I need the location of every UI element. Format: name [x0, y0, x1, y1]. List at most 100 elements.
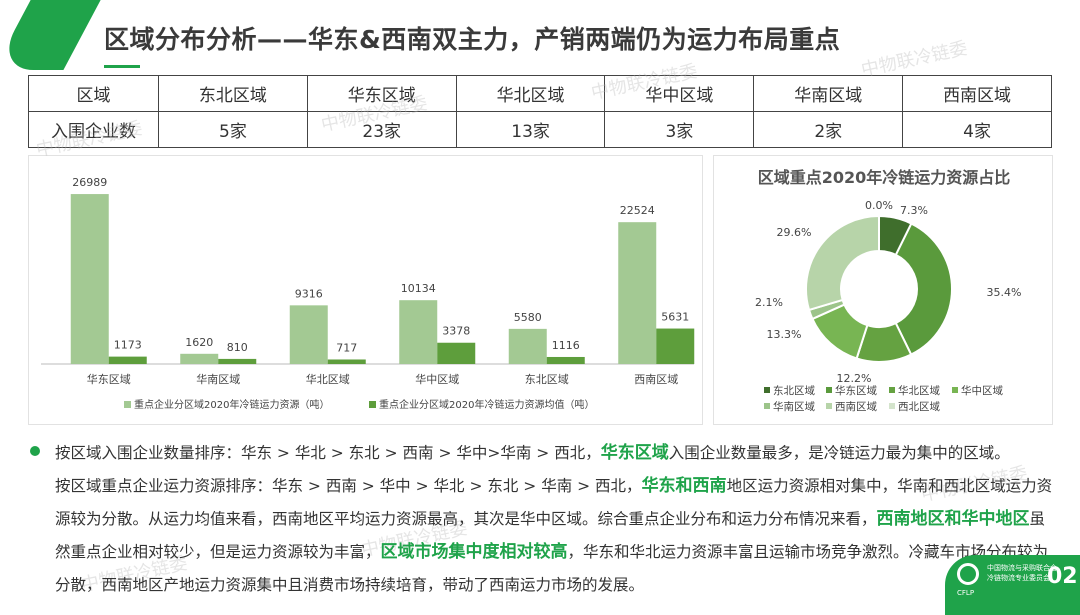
legend-label: 重点企业分区域2020年冷链运力资源（吨） — [134, 398, 329, 411]
table-cell: 华中区域 — [604, 75, 755, 112]
table-header-row: 区域 东北区域 华东区域 华北区域 华中区域 华南区域 西南区域 — [28, 75, 1052, 112]
data-label: 12.2% — [837, 372, 872, 385]
bar-1 — [327, 359, 366, 364]
table-cell: 华东区域 — [306, 75, 457, 112]
title-underline — [104, 65, 140, 68]
legend-label: 华东区域 — [835, 384, 877, 397]
data-label: 7.3% — [900, 204, 928, 217]
data-label: 10134 — [401, 282, 436, 295]
bar-1 — [656, 328, 695, 364]
table-cell: 东北区域 — [158, 75, 308, 112]
bar-0 — [289, 305, 328, 364]
region-enterprise-table: 区域 东北区域 华东区域 华北区域 华中区域 华南区域 西南区域 入围企业数 5… — [28, 75, 1052, 148]
highlight-text: 华东和西南 — [641, 476, 727, 496]
donut-slice — [805, 214, 880, 312]
data-label: 0.0% — [865, 199, 893, 212]
data-label: 9316 — [295, 287, 323, 300]
table-cell: 3家 — [604, 111, 755, 148]
legend-swatch — [124, 401, 131, 408]
chart-title: 区域重点2020年冷链运力资源占比 — [758, 168, 1011, 187]
bar-0 — [508, 328, 547, 364]
legend-label: 西北区域 — [898, 400, 940, 413]
logo-abbr: CFLP — [957, 589, 975, 597]
page-number: 02 — [1047, 564, 1078, 589]
table-cell: 入围企业数 — [28, 111, 159, 148]
table-cell: 华南区域 — [753, 75, 904, 112]
legend-label: 华北区域 — [898, 384, 940, 397]
data-label: 1173 — [114, 339, 142, 352]
body-text: 虽然重点企业相对较少，但是运力资源较为丰富， — [55, 510, 1046, 561]
legend-label: 东北区域 — [773, 384, 815, 397]
data-label: 22524 — [620, 204, 655, 217]
bar-0 — [618, 222, 657, 364]
legend-swatch — [764, 403, 770, 409]
analysis-text: 按区域入围企业数量排序：华东 > 华北 > 东北 > 西南 > 华中>华南 > … — [55, 437, 1060, 602]
bar-1 — [108, 356, 147, 364]
body-text: 入围企业数量最多，是冷链运力最为集中的区域。 — [668, 444, 1010, 462]
footer-badge: CFLP 中国物流与采购联合会 冷链物流专业委员会 02 — [945, 555, 1080, 615]
table-cell: 西南区域 — [902, 75, 1052, 112]
table-cell: 区域 — [28, 75, 159, 112]
logo-org-line: 冷链物流专业委员会 — [987, 574, 1050, 582]
table-cell: 5家 — [158, 111, 308, 148]
legend-swatch — [369, 401, 376, 408]
x-tick-label: 西南区域 — [634, 373, 678, 386]
bar-chart-panel: 26989 1173 华东区域 1620 810 华南区域 9316 717 华北区域 10134… — [28, 155, 703, 425]
bar-1 — [218, 358, 257, 364]
bar-1 — [546, 356, 585, 364]
table-cell: 华北区域 — [455, 75, 606, 112]
bullet-icon — [30, 446, 40, 456]
cflp-logo-icon — [957, 563, 979, 585]
donut-chart: 区域重点2020年冷链运力资源占比 7.3% 35.4% 12.2% 13.3% 2.1%… — [755, 168, 1022, 413]
legend-swatch — [889, 403, 895, 409]
donut-chart-panel: 区域重点2020年冷链运力资源占比 7.3% 35.4% 12.2% 13.3% 2.1%… — [713, 155, 1053, 425]
legend-swatch — [764, 387, 770, 393]
highlight-text: 西南地区和华中地区 — [876, 509, 1030, 529]
data-label: 29.6% — [777, 226, 812, 239]
data-label: 5631 — [661, 311, 689, 324]
x-tick-label: 华中区域 — [415, 372, 459, 386]
highlight-text: 区域市场集中度相对较高 — [380, 542, 568, 562]
logo-org: 中国物流与采购联合会 冷链物流专业委员会 — [987, 563, 1057, 583]
table-cell: 23家 — [306, 111, 457, 148]
data-label: 810 — [227, 341, 248, 354]
data-label: 1116 — [552, 339, 580, 352]
legend-swatch — [826, 403, 832, 409]
data-label: 5580 — [514, 311, 542, 324]
x-tick-label: 华东区域 — [87, 372, 131, 386]
analysis-line-2: 按区域重点企业运力资源排序：华东 > 西南 > 华中 > 华北 > 东北 > 华… — [55, 470, 1060, 602]
brand-leaf-shape — [0, 0, 117, 70]
page-title: 区域分布分析——华东&西南双主力，产销两端仍为运力布局重点 — [104, 25, 841, 54]
logo-org-line: 中国物流与采购联合会 — [987, 564, 1057, 572]
table-cell: 2家 — [753, 111, 904, 148]
bar-0 — [70, 194, 109, 364]
data-label: 3378 — [442, 325, 470, 338]
body-text: 按区域入围企业数量排序：华东 > 华北 > 东北 > 西南 > 华中>华南 > … — [55, 444, 601, 462]
data-label: 2.1% — [755, 296, 783, 309]
highlight-text: 华东区域 — [600, 443, 669, 463]
legend-label: 华中区域 — [961, 384, 1003, 397]
data-label: 35.4% — [987, 286, 1022, 299]
legend-label: 重点企业分区域2020年冷链运力资源均值（吨） — [379, 398, 594, 411]
body-text: ，华东和华北运力资源丰富且运输市场竞争激烈。冷藏车市场分布较为分散，西南地区产地… — [55, 543, 1049, 594]
x-tick-label: 华南区域 — [196, 372, 240, 386]
x-tick-label: 华北区域 — [306, 372, 350, 386]
analysis-line-1: 按区域入围企业数量排序：华东 > 华北 > 东北 > 西南 > 华中>华南 > … — [55, 437, 1060, 470]
legend-label: 华南区域 — [773, 400, 815, 413]
data-label: 1620 — [185, 336, 213, 349]
table-row: 入围企业数 5家 23家 13家 3家 2家 4家 — [28, 111, 1052, 148]
legend-label: 西南区域 — [835, 400, 877, 413]
bar-0 — [399, 300, 438, 364]
body-text: 地区运力资源相对集中，华南和西北区域运力资源较为分散。从运力均值来看，西南地区平… — [55, 477, 1053, 528]
data-label: 13.3% — [767, 328, 802, 341]
legend-swatch — [889, 387, 895, 393]
table-cell: 4家 — [902, 111, 1052, 148]
data-label: 717 — [336, 341, 357, 354]
data-label: 26989 — [72, 176, 107, 189]
bar-1 — [437, 342, 476, 364]
donut-slice — [894, 222, 953, 356]
bar-chart: 26989 1173 华东区域 1620 810 华南区域 9316 717 华北区域 10134… — [41, 176, 695, 411]
table-cell: 13家 — [455, 111, 606, 148]
legend-swatch — [826, 387, 832, 393]
body-text: 按区域重点企业运力资源排序：华东 > 西南 > 华中 > 华北 > 东北 > 华… — [55, 477, 642, 495]
